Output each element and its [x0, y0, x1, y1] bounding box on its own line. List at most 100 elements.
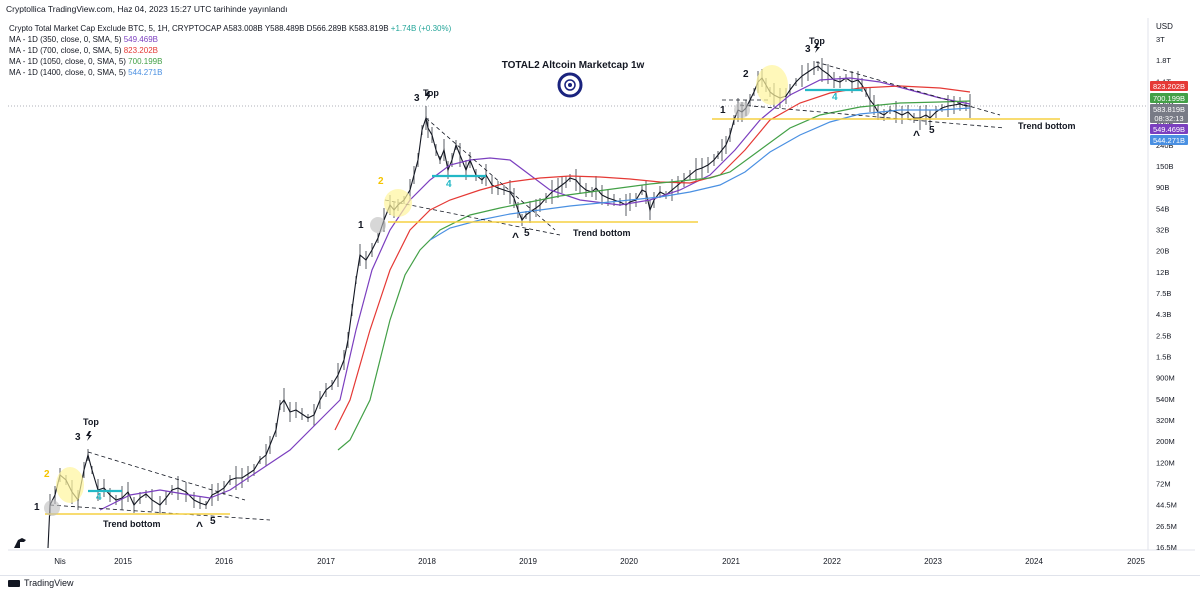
- x-tick-label: 2015: [114, 557, 132, 566]
- y-tick-label: 72M: [1156, 480, 1171, 489]
- wave-label-3: 3: [414, 93, 420, 104]
- lightning-icon: [86, 431, 92, 441]
- annotation-trend-bottom: Trend bottom: [573, 228, 631, 238]
- ma-1400-line: [429, 107, 971, 241]
- price-tag-bg: [1150, 81, 1188, 91]
- tradingview-mark-icon: [8, 579, 20, 587]
- x-tick-label: 2022: [823, 557, 841, 566]
- y-tick-label: 44.5M: [1156, 501, 1177, 510]
- wave-1-highlight: [44, 500, 60, 516]
- descending-trendline: [87, 451, 246, 501]
- dino-icon: [14, 538, 26, 548]
- target-icon-dot: [568, 83, 572, 87]
- indicator-value: 544.271B: [128, 68, 163, 77]
- annotation-top: Top: [423, 88, 439, 98]
- y-tick-label: 26.5M: [1156, 522, 1177, 531]
- y-tick-label: 32B: [1156, 226, 1169, 235]
- annotation-trend-bottom: Trend bottom: [1018, 121, 1076, 131]
- price-tag-label: 544.271B: [1153, 136, 1185, 145]
- wave-2-highlight: [384, 189, 412, 217]
- annotation-trend-bottom: Trend bottom: [103, 519, 161, 529]
- symbol-line: Crypto Total Market Cap Exclude BTC, 5, …: [9, 24, 451, 34]
- symbol-name: Crypto Total Market Cap Exclude BTC, 5, …: [9, 24, 222, 33]
- lightning-icon: [814, 43, 820, 53]
- y-tick-label: 20B: [1156, 247, 1169, 256]
- wave-label-1: 1: [34, 502, 40, 513]
- y-tick-label: 150B: [1156, 162, 1174, 171]
- wave-label-4: 4: [96, 492, 102, 503]
- ohlc-low: D566.289B: [306, 24, 347, 33]
- published-info: Cryptollica TradingView.com, Haz 04, 202…: [6, 4, 288, 14]
- wave-label-1: 1: [720, 105, 726, 116]
- wave-label-5: 5: [210, 516, 216, 527]
- x-tick-label: 2024: [1025, 557, 1043, 566]
- wave-label-2: 2: [378, 176, 384, 187]
- y-tick-label: 900M: [1156, 374, 1175, 383]
- y-tick-label: 540M: [1156, 395, 1175, 404]
- y-tick-label: 120M: [1156, 458, 1175, 467]
- price-tag-label: 549.469B: [1153, 125, 1185, 134]
- y-tick-label: 200M: [1156, 437, 1175, 446]
- x-tick-label: Nis: [54, 557, 66, 566]
- price-tag-bg: [1150, 124, 1188, 134]
- ma-350-line: [99, 77, 971, 511]
- x-tick-label: 2025: [1127, 557, 1145, 566]
- indicator-line-4[interactable]: MA - 1D (1400, close, 0, SMA, 5) 544.271…: [9, 68, 162, 78]
- price-tag-label: 583.819B: [1153, 105, 1185, 114]
- indicator-label: MA - 1D (1050, close, 0, SMA, 5): [9, 57, 126, 66]
- y-tick-label: 1.5B: [1156, 353, 1171, 362]
- indicator-value: 700.199B: [128, 57, 163, 66]
- indicator-label: MA - 1D (350, close, 0, SMA, 5): [9, 35, 122, 44]
- wave-label-4: 4: [446, 179, 452, 190]
- wave-label-2: 2: [44, 469, 50, 480]
- annotation-top: Top: [83, 417, 99, 427]
- y-tick-label: 240B: [1156, 141, 1174, 150]
- y-tick-label: 320M: [1156, 416, 1175, 425]
- x-tick-label: 2023: [924, 557, 942, 566]
- wave-2-highlight: [56, 467, 84, 503]
- x-tick-label: 2017: [317, 557, 335, 566]
- wave-5-caret: ^: [913, 128, 920, 142]
- wave-5-caret: ^: [196, 519, 203, 533]
- indicator-line-2[interactable]: MA - 1D (700, close, 0, SMA, 5) 823.202B: [9, 46, 158, 56]
- y-tick-label: 54B: [1156, 204, 1169, 213]
- wave-label-1: 1: [358, 220, 364, 231]
- trend-bottom-line: [739, 104, 1006, 129]
- y-tick-label: 12B: [1156, 268, 1169, 277]
- price-tag-label: 700.199B: [1153, 94, 1185, 103]
- footer-bar: [0, 575, 1200, 594]
- ohlc-open: A583.008B: [223, 24, 263, 33]
- indicator-label: MA - 1D (700, close, 0, SMA, 5): [9, 46, 122, 55]
- x-tick-label: 2018: [418, 557, 436, 566]
- indicator-line-1[interactable]: MA - 1D (350, close, 0, SMA, 5) 549.469B: [9, 35, 158, 45]
- wave-2-highlight: [756, 65, 788, 105]
- target-icon: [557, 72, 583, 98]
- ma-700-line: [334, 85, 971, 431]
- y-tick-label: 2.5B: [1156, 331, 1171, 340]
- price-tag-bg: [1150, 93, 1188, 103]
- x-tick-label: 2021: [722, 557, 740, 566]
- trend-bottom-line: [49, 504, 271, 521]
- price-tag-bg: [1150, 104, 1188, 114]
- price-tag-bg: [1150, 135, 1188, 145]
- indicator-line-3[interactable]: MA - 1D (1050, close, 0, SMA, 5) 700.199…: [9, 57, 162, 67]
- y-tick-label: 16.5M: [1156, 543, 1177, 552]
- indicator-label: MA - 1D (1400, close, 0, SMA, 5): [9, 68, 126, 77]
- ohlc-change: +1.74B (+0.30%): [390, 24, 452, 33]
- wave-label-4: 4: [832, 92, 838, 103]
- chart-title: TOTAL2 Altcoin Marketcap 1w: [502, 60, 645, 71]
- target-icon-inner: [564, 79, 576, 91]
- price-tag-label: 823.202B: [1153, 82, 1185, 91]
- x-tick-label: 2016: [215, 557, 233, 566]
- wave-5-caret: ^: [512, 230, 519, 244]
- price-tag-bg: [1150, 113, 1188, 123]
- descending-trendline: [815, 61, 1001, 116]
- ohlc-high: Y588.489B: [264, 24, 305, 33]
- tradingview-logo[interactable]: TradingView: [8, 578, 74, 588]
- price-tag-label: 08:32:13: [1154, 114, 1183, 123]
- x-tick-label: 2019: [519, 557, 537, 566]
- descending-trendline: [425, 117, 556, 231]
- ohlc-close: K583.819B: [348, 24, 389, 33]
- x-tick-label: 2020: [620, 557, 638, 566]
